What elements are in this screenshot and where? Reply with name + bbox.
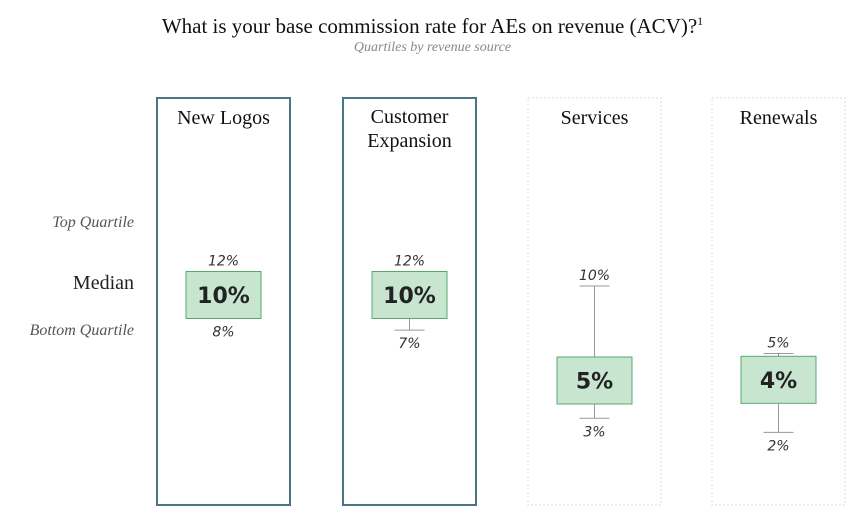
chart-subtitle: Quartiles by revenue source <box>353 40 512 55</box>
chart-title: What is your base commission rate for AE… <box>0 14 865 39</box>
panel-frame <box>156 97 291 506</box>
row-label-top-quartile: Top Quartile <box>52 214 134 231</box>
row-label-median: Median <box>72 272 134 294</box>
category-label: Renewals <box>740 107 818 129</box>
top-quartile-label: 5% <box>767 336 789 352</box>
panel-frame <box>527 97 662 506</box>
bottom-quartile-label: 7% <box>398 336 420 352</box>
top-quartile-label: 10% <box>579 268 610 284</box>
median-box <box>371 271 448 319</box>
median-label: 5% <box>576 370 613 395</box>
median-label: 10% <box>197 284 250 309</box>
title-footnote-marker: 1 <box>697 14 704 28</box>
category-label: Services <box>561 107 629 129</box>
bottom-quartile-label: 2% <box>767 438 789 454</box>
category-label: Expansion <box>367 130 451 152</box>
row-label-bottom-quartile: Bottom Quartile <box>29 322 134 339</box>
category-label: New Logos <box>177 107 270 129</box>
bottom-quartile-label: 8% <box>212 324 234 340</box>
median-label: 10% <box>383 284 436 309</box>
top-quartile-label: 12% <box>208 254 239 270</box>
median-box <box>185 271 262 319</box>
panel-frame <box>711 97 846 506</box>
category-label: Customer <box>371 106 449 128</box>
median-box <box>740 355 817 404</box>
panel-frame <box>342 97 477 506</box>
chart-title-text: What is your base commission rate for AE… <box>161 14 698 38</box>
bottom-quartile-label: 3% <box>583 424 605 440</box>
top-quartile-label: 12% <box>394 254 425 270</box>
median-label: 4% <box>760 369 797 394</box>
median-box <box>556 356 633 405</box>
